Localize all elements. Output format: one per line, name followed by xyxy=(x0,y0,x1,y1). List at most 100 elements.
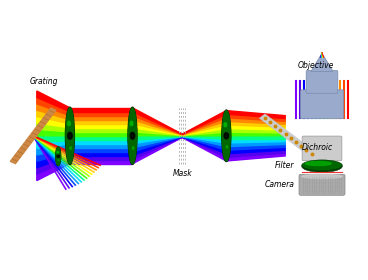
Text: Objective: Objective xyxy=(298,61,335,70)
Polygon shape xyxy=(226,153,285,161)
Polygon shape xyxy=(70,140,132,144)
Text: Camera: Camera xyxy=(265,180,294,189)
Polygon shape xyxy=(132,120,182,135)
Polygon shape xyxy=(37,97,70,116)
Polygon shape xyxy=(37,91,70,112)
FancyBboxPatch shape xyxy=(306,71,338,93)
Ellipse shape xyxy=(132,147,134,150)
Polygon shape xyxy=(37,144,70,155)
Ellipse shape xyxy=(70,147,71,150)
Polygon shape xyxy=(132,136,182,140)
Polygon shape xyxy=(226,111,285,118)
Polygon shape xyxy=(226,142,285,147)
Polygon shape xyxy=(132,137,182,164)
Polygon shape xyxy=(311,53,333,71)
Polygon shape xyxy=(259,114,317,158)
Polygon shape xyxy=(70,112,132,116)
Ellipse shape xyxy=(226,135,227,136)
FancyBboxPatch shape xyxy=(300,90,344,119)
Ellipse shape xyxy=(222,111,230,161)
Polygon shape xyxy=(37,136,70,142)
Polygon shape xyxy=(226,122,285,127)
Polygon shape xyxy=(70,156,132,160)
Polygon shape xyxy=(182,125,226,135)
Ellipse shape xyxy=(128,107,137,164)
Polygon shape xyxy=(182,137,226,150)
FancyBboxPatch shape xyxy=(302,136,342,161)
Polygon shape xyxy=(70,132,132,136)
Ellipse shape xyxy=(224,123,227,127)
Ellipse shape xyxy=(57,151,59,153)
Polygon shape xyxy=(70,152,132,156)
Polygon shape xyxy=(182,111,226,134)
Polygon shape xyxy=(182,118,226,135)
Ellipse shape xyxy=(56,147,60,165)
Ellipse shape xyxy=(128,108,137,164)
Ellipse shape xyxy=(57,155,59,157)
Polygon shape xyxy=(70,136,132,140)
Polygon shape xyxy=(70,144,132,148)
Polygon shape xyxy=(182,122,226,135)
Polygon shape xyxy=(37,123,70,132)
Ellipse shape xyxy=(56,147,61,165)
Ellipse shape xyxy=(130,121,133,126)
Text: Grating: Grating xyxy=(29,77,58,86)
Polygon shape xyxy=(70,128,132,132)
Ellipse shape xyxy=(69,135,71,136)
Polygon shape xyxy=(70,148,132,152)
Ellipse shape xyxy=(305,162,331,165)
Polygon shape xyxy=(70,124,132,128)
Polygon shape xyxy=(226,118,285,124)
Polygon shape xyxy=(226,150,285,157)
Ellipse shape xyxy=(58,160,59,161)
Polygon shape xyxy=(132,136,182,148)
Ellipse shape xyxy=(68,121,70,126)
Polygon shape xyxy=(226,129,285,133)
Ellipse shape xyxy=(302,174,342,179)
Polygon shape xyxy=(226,132,285,136)
Polygon shape xyxy=(182,137,226,154)
Polygon shape xyxy=(226,147,285,154)
Ellipse shape xyxy=(68,132,72,139)
Polygon shape xyxy=(132,137,182,156)
Polygon shape xyxy=(182,136,226,139)
Polygon shape xyxy=(37,116,70,128)
Polygon shape xyxy=(70,116,132,120)
Polygon shape xyxy=(132,112,182,135)
Polygon shape xyxy=(37,129,70,136)
Ellipse shape xyxy=(130,132,135,139)
Ellipse shape xyxy=(224,133,229,139)
Polygon shape xyxy=(182,137,226,161)
Polygon shape xyxy=(37,110,70,124)
Ellipse shape xyxy=(226,146,228,148)
Polygon shape xyxy=(70,160,132,164)
Text: Dichroic: Dichroic xyxy=(302,143,333,151)
Polygon shape xyxy=(226,114,285,122)
Polygon shape xyxy=(132,108,182,134)
Polygon shape xyxy=(10,108,56,164)
Polygon shape xyxy=(37,148,70,161)
Ellipse shape xyxy=(66,107,74,164)
Polygon shape xyxy=(70,120,132,124)
Polygon shape xyxy=(132,124,182,135)
Polygon shape xyxy=(182,136,226,143)
Polygon shape xyxy=(132,128,182,136)
Polygon shape xyxy=(132,116,182,135)
Ellipse shape xyxy=(66,108,74,164)
Polygon shape xyxy=(132,137,182,160)
Polygon shape xyxy=(182,136,226,147)
Text: Filter: Filter xyxy=(275,161,294,170)
Polygon shape xyxy=(37,104,70,120)
Polygon shape xyxy=(132,132,182,136)
Polygon shape xyxy=(37,160,70,181)
Ellipse shape xyxy=(222,110,231,162)
Text: Mask: Mask xyxy=(172,169,192,178)
Polygon shape xyxy=(182,137,226,157)
Polygon shape xyxy=(37,140,70,149)
Polygon shape xyxy=(226,144,285,150)
Polygon shape xyxy=(132,136,182,144)
Polygon shape xyxy=(70,108,132,112)
Polygon shape xyxy=(37,156,70,174)
FancyBboxPatch shape xyxy=(299,174,345,195)
Polygon shape xyxy=(226,139,285,143)
